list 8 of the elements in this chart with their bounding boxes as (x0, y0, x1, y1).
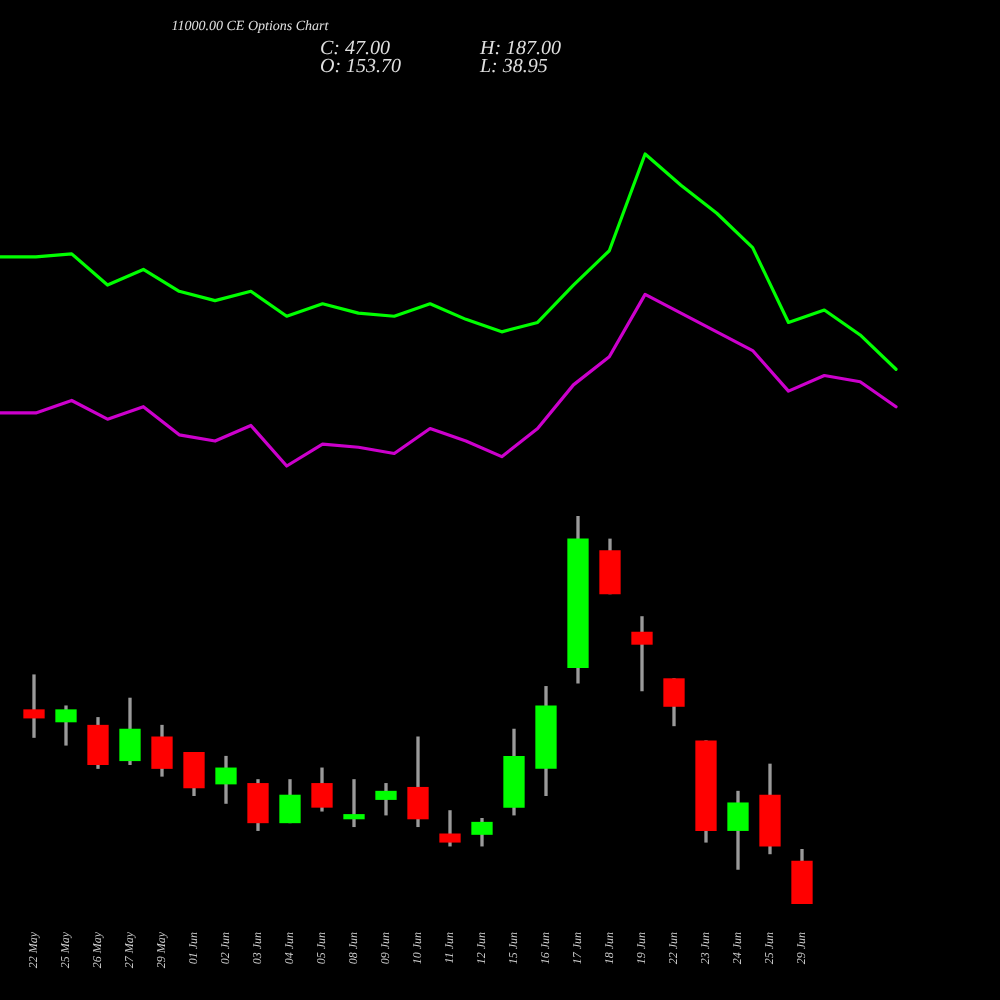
text: L: 38.95 (480, 56, 550, 78)
candlestick (439, 810, 461, 847)
text: H: 187.00 (480, 38, 564, 60)
text: O: 153.70 (320, 56, 404, 78)
candlestick (631, 616, 653, 692)
text: C: 47.00 (320, 38, 390, 60)
candlestick (343, 779, 365, 828)
candlestick (23, 674, 45, 738)
